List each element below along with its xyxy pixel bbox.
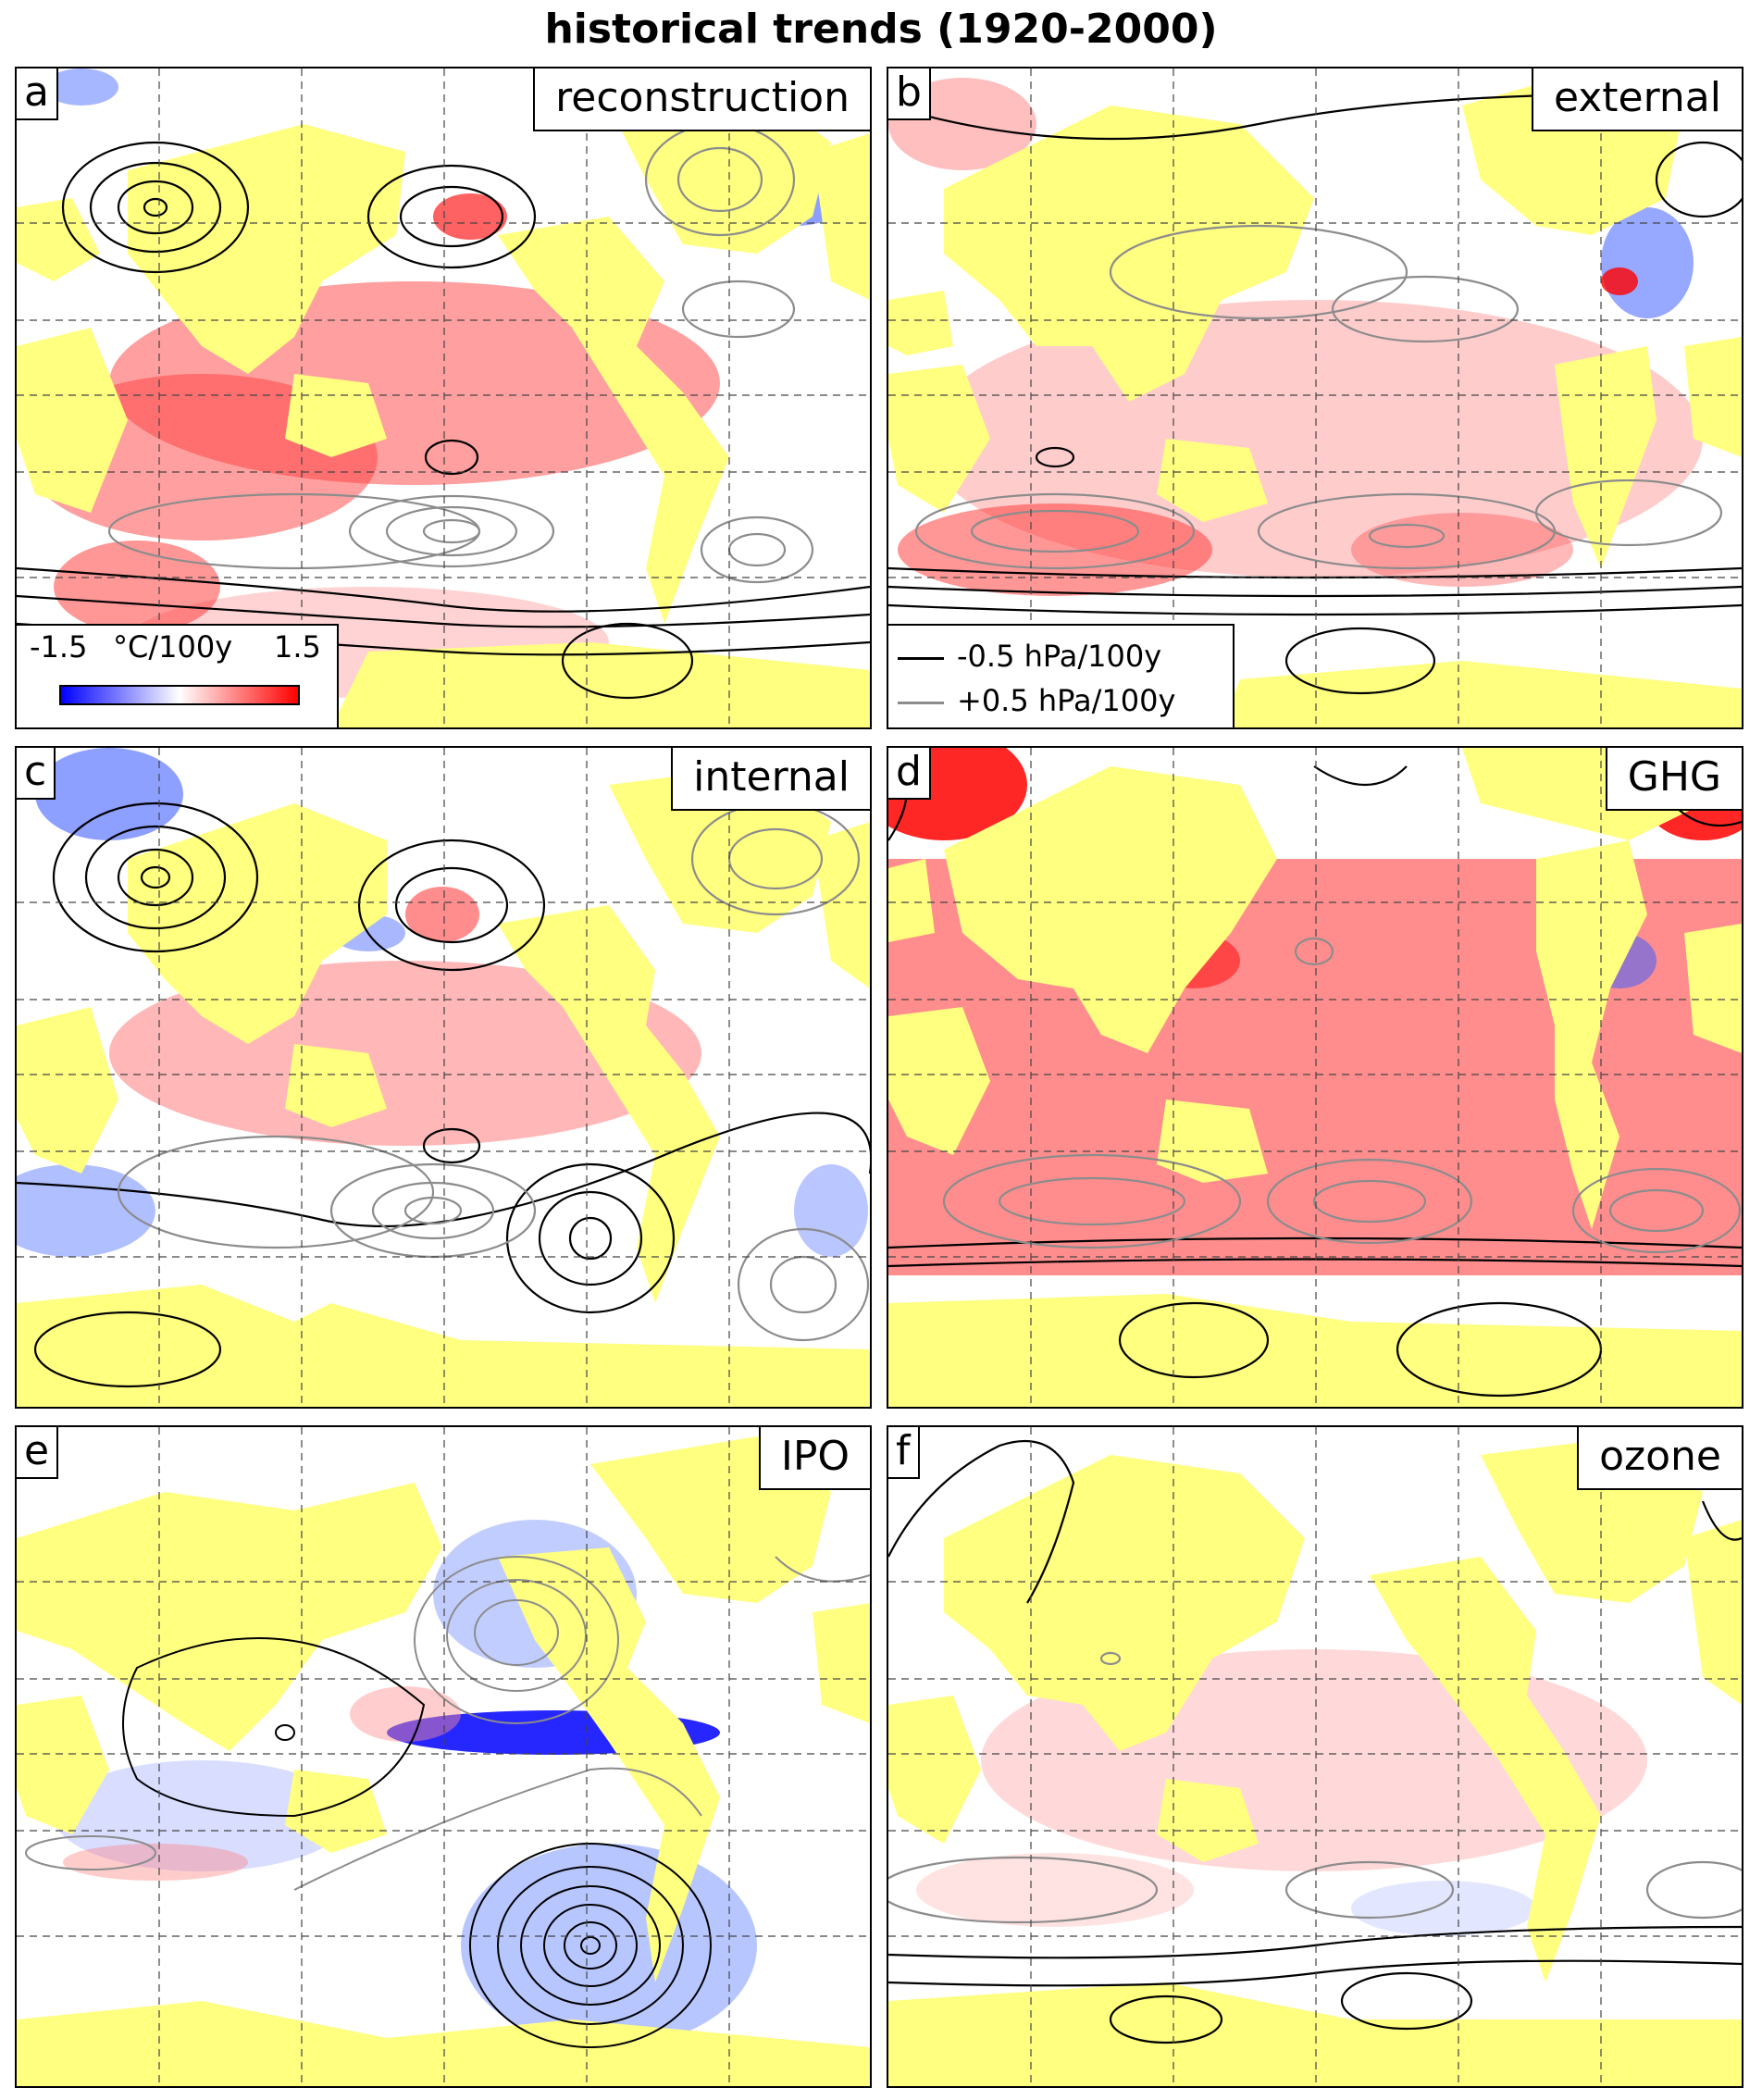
colorbar-gradient bbox=[59, 685, 300, 705]
map-reconstruction bbox=[17, 68, 870, 727]
panel-title: GHG bbox=[1605, 748, 1742, 811]
map-external bbox=[888, 68, 1742, 727]
panel-title: ozone bbox=[1577, 1427, 1742, 1490]
panel-f-ozone: f ozone bbox=[887, 1425, 1743, 2088]
colorbar-min-label: -1.5 bbox=[30, 629, 88, 665]
panel-d-ghg: d GHG bbox=[887, 746, 1743, 1409]
colorbar-unit: °C/100y bbox=[113, 629, 233, 665]
colorbar-max-label: 1.5 bbox=[274, 629, 321, 665]
panel-letter: c bbox=[17, 748, 56, 800]
legend-line-negative bbox=[898, 657, 944, 660]
panel-title: IPO bbox=[758, 1427, 870, 1490]
colorbar: -1.5 °C/100y 1.5 bbox=[17, 624, 339, 727]
panel-letter: b bbox=[888, 68, 931, 120]
map-ipo bbox=[17, 1427, 870, 2086]
legend-item-negative: -0.5 hPa/100y bbox=[898, 639, 1231, 676]
panel-title: internal bbox=[671, 748, 870, 811]
panel-b-external: b external -0.5 hPa/100y +0.5 hPa/100y bbox=[887, 67, 1743, 729]
legend-label-positive: +0.5 hPa/100y bbox=[957, 683, 1176, 718]
contour-legend: -0.5 hPa/100y +0.5 hPa/100y bbox=[888, 624, 1235, 727]
panel-letter: f bbox=[888, 1427, 920, 1479]
panel-title: external bbox=[1531, 68, 1742, 131]
panel-c-internal: c internal bbox=[15, 746, 872, 1409]
panel-title: reconstruction bbox=[533, 68, 870, 131]
legend-item-positive: +0.5 hPa/100y bbox=[898, 683, 1231, 720]
map-ghg bbox=[888, 748, 1742, 1407]
panel-e-ipo: e IPO bbox=[15, 1425, 872, 2088]
panel-letter: d bbox=[888, 748, 931, 800]
panel-letter: e bbox=[17, 1427, 59, 1479]
panel-letter: a bbox=[17, 68, 58, 120]
figure-title: historical trends (1920-2000) bbox=[544, 6, 1218, 53]
map-internal bbox=[17, 748, 870, 1407]
panel-a-reconstruction: a reconstruction -1.5 °C/100y 1.5 bbox=[15, 67, 872, 729]
legend-line-positive bbox=[898, 702, 944, 704]
legend-label-negative: -0.5 hPa/100y bbox=[957, 639, 1162, 674]
map-ozone bbox=[888, 1427, 1742, 2086]
